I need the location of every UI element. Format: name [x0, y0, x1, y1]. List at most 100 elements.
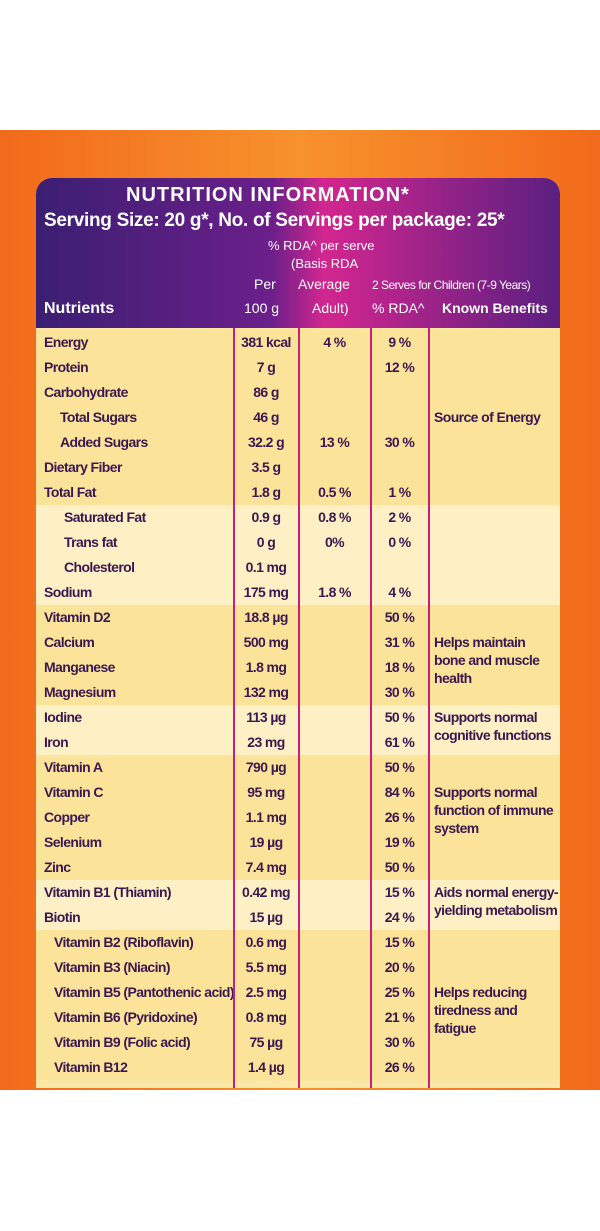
- per-100g: 381 kcal: [241, 334, 291, 350]
- known-benefit: Helps maintain bone and muscle health: [434, 634, 540, 686]
- basis-rda: (Basis RDA: [291, 256, 359, 271]
- per-100g: 113 µg: [246, 709, 286, 725]
- per-100g: 7 g: [256, 359, 276, 375]
- children-rda: 26 %: [384, 809, 415, 825]
- known-benefit: Helps reducing tiredness and fatigue: [434, 984, 527, 1036]
- children-rda: 15 %: [384, 934, 415, 950]
- children-rda: 25 %: [384, 984, 415, 1000]
- per-100g: 0 g: [256, 534, 276, 550]
- nutrient-name: Iodine: [44, 709, 82, 725]
- nutrient-name: Sodium: [44, 584, 92, 600]
- known-benefit: Aids normal energy-yielding metabolism: [434, 884, 559, 918]
- per-100g: 0.9 g: [251, 509, 282, 525]
- nutrient-name: Carbohydrate: [44, 384, 128, 400]
- benefits-header: Known Benefits: [442, 300, 548, 316]
- per-100g: 86 g: [253, 384, 279, 400]
- children-rda: 21 %: [384, 1009, 415, 1025]
- children-rda: 26 %: [384, 1059, 415, 1075]
- nutrient-name: Manganese: [44, 659, 115, 675]
- per-100g: 132 mg: [243, 684, 289, 700]
- children-rda: 18 %: [384, 659, 415, 675]
- nutrient-name: Total Fat: [44, 484, 97, 500]
- per-100g: 5.5 mg: [245, 959, 287, 975]
- nutrient-name: Protein: [44, 359, 89, 375]
- per-100g: 1.8 g: [251, 484, 282, 500]
- nutrient-name: Vitamin B6 (Pyridoxine): [54, 1009, 198, 1025]
- per-100g: 7.4 mg: [245, 859, 287, 875]
- average-adult: 0.8 %: [318, 509, 351, 525]
- nutrient-name: Vitamin D2: [44, 609, 111, 625]
- average-adult: 0.5 %: [318, 484, 351, 500]
- nutrient-name: Selenium: [44, 834, 102, 850]
- per-100g: 15 µg: [249, 909, 283, 925]
- average-header: Average: [298, 276, 350, 292]
- children-rda: 1 %: [388, 484, 411, 500]
- per-100g: 1.4 µg: [247, 1059, 285, 1075]
- per-100g: 500 mg: [243, 634, 289, 650]
- children-header: 2 Serves for Children (7-9 Years): [372, 278, 531, 292]
- nutrient-name: Dietary Fiber: [44, 459, 122, 475]
- column-divider: [233, 328, 235, 1088]
- nutrient-name: Cholesterol: [64, 559, 135, 575]
- children-rda: 50 %: [384, 759, 415, 775]
- nutrient-name: Vitamin B2 (Riboflavin): [54, 934, 194, 950]
- nutrient-name: Copper: [44, 809, 90, 825]
- nutrient-name: Vitamin C: [44, 784, 104, 800]
- children-rda: 50 %: [384, 709, 415, 725]
- nutrient-name: Calcium: [44, 634, 95, 650]
- per-100g: 790 µg: [245, 759, 287, 775]
- known-benefit: Source of Energy: [434, 409, 541, 425]
- per-100g: 0.6 mg: [245, 934, 287, 950]
- nutrient-name: Iron: [44, 734, 69, 750]
- nutrient-name: Energy: [44, 334, 88, 350]
- children-rda: 0 %: [388, 534, 411, 550]
- children-rda: 4 %: [388, 584, 411, 600]
- nutrient-name: Saturated Fat: [64, 509, 146, 525]
- nutrient-name: Vitamin A: [44, 759, 103, 775]
- children-rda: 30 %: [384, 1034, 415, 1050]
- per-100g: 32.2 g: [247, 434, 285, 450]
- children-rda: 30 %: [384, 684, 415, 700]
- children-rda-header: % RDA^: [372, 300, 425, 316]
- children-rda: 61 %: [384, 734, 415, 750]
- per-100g: 1.8 mg: [245, 659, 287, 675]
- per-100g: 3.5 g: [251, 459, 282, 475]
- nutrition-panel: NUTRITION INFORMATION* Serving Size: 20 …: [36, 178, 560, 1088]
- nutrient-name: Vitamin B9 (Folic acid): [54, 1034, 191, 1050]
- nutrients-header: Nutrients: [44, 300, 115, 317]
- children-rda: 50 %: [384, 609, 415, 625]
- nutrient-name: Vitamin B12: [54, 1059, 128, 1075]
- nutrient-name: Vitamin B5 (Pantothenic acid): [54, 984, 235, 1000]
- children-rda: 31 %: [384, 634, 415, 650]
- per-100g: 18.8 µg: [244, 609, 288, 625]
- nutrient-name: Vitamin B3 (Niacin): [54, 959, 171, 975]
- per-100g: 19 µg: [249, 834, 283, 850]
- nutrient-name: Magnesium: [44, 684, 116, 700]
- per-100g: 75 µg: [249, 1034, 283, 1050]
- column-divider: [298, 328, 300, 1088]
- per-100g: 0.1 mg: [245, 559, 287, 575]
- per-100g: 0.42 mg: [242, 884, 291, 900]
- average-adult: 4 %: [323, 334, 346, 350]
- known-benefit: Supports normal cognitive functions: [434, 709, 552, 743]
- nutrient-name: Total Sugars: [60, 409, 137, 425]
- children-rda: 2 %: [388, 509, 411, 525]
- per-100g: 23 mg: [247, 734, 285, 750]
- known-benefit: Supports normal function of immune syste…: [434, 784, 554, 836]
- average-adult: 0%: [324, 534, 345, 550]
- nutrient-name: Biotin: [44, 909, 81, 925]
- children-rda: 15 %: [384, 884, 415, 900]
- table-header: NUTRITION INFORMATION* Serving Size: 20 …: [36, 178, 560, 328]
- children-rda: 50 %: [384, 859, 415, 875]
- average-adult: 1.8 %: [318, 584, 351, 600]
- nutrient-name: Added Sugars: [60, 434, 148, 450]
- per-header: Per: [254, 276, 276, 292]
- children-rda: 12 %: [384, 359, 415, 375]
- column-divider: [428, 328, 430, 1088]
- per-100g: 95 mg: [247, 784, 285, 800]
- nutrient-name: Zinc: [44, 859, 71, 875]
- title: NUTRITION INFORMATION*: [126, 184, 410, 206]
- children-rda: 9 %: [388, 334, 411, 350]
- per-100g: 1.1 mg: [245, 809, 287, 825]
